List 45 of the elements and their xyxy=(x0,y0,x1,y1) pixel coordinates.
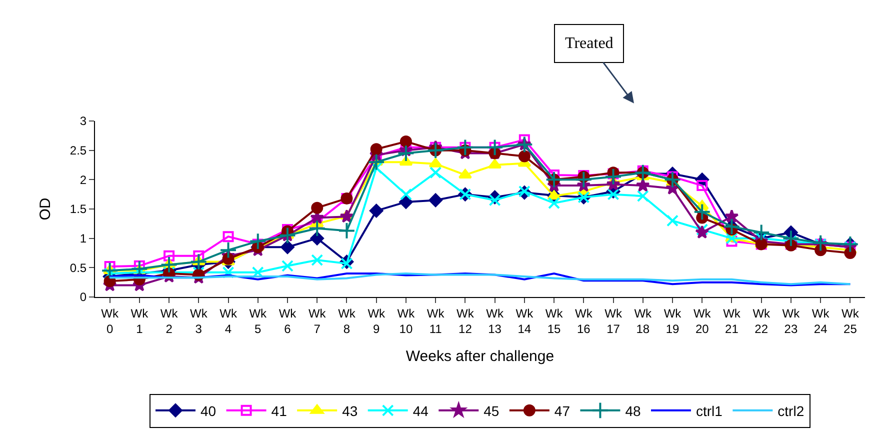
x-tick-label: Wk 2 xyxy=(160,306,179,336)
x-tick-label: Wk 21 xyxy=(723,306,742,336)
y-axis-title: OD xyxy=(37,198,54,220)
x-tick-label: Wk 3 xyxy=(190,306,208,336)
x-tick-label: Wk 1 xyxy=(130,306,150,336)
x-tick-label: Wk 23 xyxy=(782,306,801,336)
x-tick-label: Wk 25 xyxy=(842,306,860,336)
x-tick-label: Wk 19 xyxy=(664,306,682,336)
legend-label: 45 xyxy=(484,402,500,419)
y-tick-label: 1 xyxy=(80,232,87,246)
text: Treated xyxy=(565,35,614,52)
x-tick-label: Wk 14 xyxy=(516,306,534,336)
legend-label: 41 xyxy=(271,402,288,419)
x-tick-label: Wk 22 xyxy=(752,306,772,336)
x-tick-label: Wk 13 xyxy=(486,306,504,336)
y-tick-label: 2.5 xyxy=(70,144,87,158)
legend-label: 40 xyxy=(200,402,216,419)
legend-label: 43 xyxy=(342,402,358,419)
x-tick-label: Wk 7 xyxy=(308,306,327,336)
legend-label: 48 xyxy=(625,402,642,419)
x-tick-label: Wk 16 xyxy=(574,306,594,336)
legend-label: ctrl1 xyxy=(696,402,723,419)
x-tick-label: Wk 15 xyxy=(545,306,564,336)
y-tick-label: 0 xyxy=(80,290,87,304)
x-tick-label: Wk 12 xyxy=(456,306,475,336)
legend-label: 47 xyxy=(554,402,570,419)
x-tick-label: Wk 17 xyxy=(604,306,623,336)
legend-label: ctrl2 xyxy=(778,402,804,419)
x-tick-label: Wk 5 xyxy=(249,306,268,336)
x-tick-label: Wk 18 xyxy=(634,306,653,336)
x-tick-label: Wk 8 xyxy=(338,306,356,336)
x-tick-label: Wk 6 xyxy=(278,306,298,336)
y-tick-label: 3 xyxy=(80,114,87,128)
legend-label: 44 xyxy=(412,402,429,419)
x-axis-title: Weeks after challenge xyxy=(406,348,554,365)
x-tick-label: Wk 20 xyxy=(693,306,712,336)
y-tick-label: 2 xyxy=(80,172,87,187)
x-tick-label: Wk 10 xyxy=(397,306,416,336)
x-tick-label: Wk 0 xyxy=(101,306,120,336)
y-tick-label: 0.5 xyxy=(70,260,87,275)
x-tick-label: Wk 4 xyxy=(220,306,238,336)
x-tick-label: Wk 11 xyxy=(426,306,446,336)
x-tick-label: Wk 9 xyxy=(368,306,386,336)
y-tick-label: 1.5 xyxy=(70,202,87,216)
x-tick-label: Wk 24 xyxy=(812,306,830,336)
